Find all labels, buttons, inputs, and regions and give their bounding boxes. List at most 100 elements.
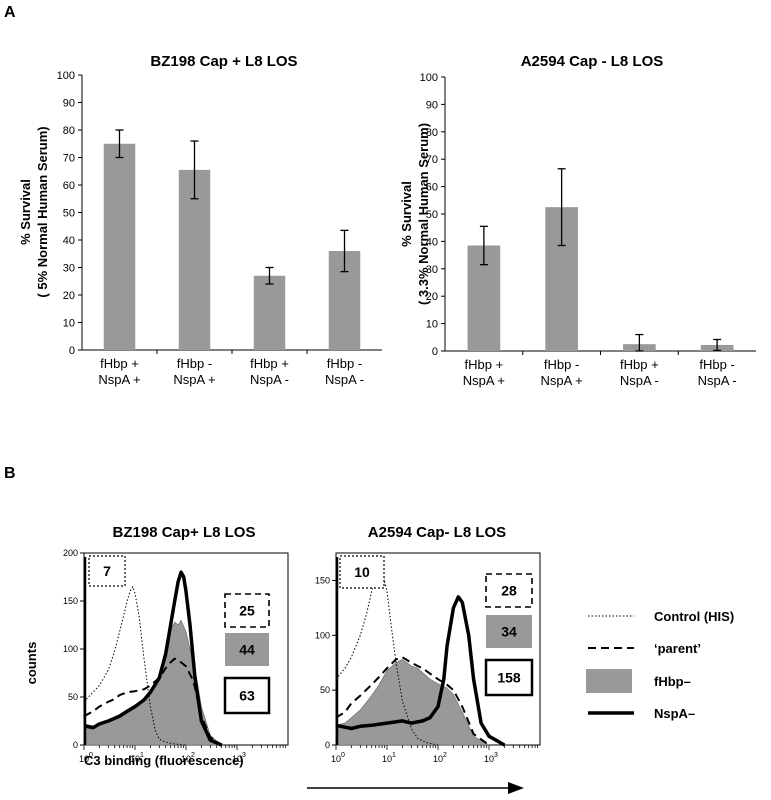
x-tick-label: 10 — [79, 754, 89, 764]
x-axis-label: C3 binding (fluorescence) — [84, 753, 244, 768]
x-tick-exponent: 2 — [191, 752, 195, 759]
bar-chart-a2594: A2594 Cap - L8 LOS % Survival ( 3.3% Nor… — [399, 53, 756, 388]
x-tick-exponent: 3 — [494, 752, 498, 759]
value-box-label: 158 — [497, 670, 521, 686]
y-tick-label: 50 — [426, 209, 438, 221]
x-tick-exponent: 1 — [392, 752, 396, 759]
value-box — [88, 555, 126, 587]
y-tick-label: 40 — [63, 235, 75, 247]
y-tick-label: 0 — [325, 740, 330, 750]
y-tick-label: 90 — [426, 99, 438, 111]
y-tick-label: 100 — [63, 644, 78, 654]
chart-title: BZ198 Cap + L8 LOS — [150, 53, 297, 70]
legend-label-control: Control (HIS) — [654, 609, 734, 624]
legend-swatch-fhbp — [586, 669, 632, 693]
y-tick-label: 80 — [426, 127, 438, 139]
y-axis-label: % Survival — [18, 179, 33, 245]
x-tick-label: 10 — [232, 754, 242, 764]
value-box — [485, 573, 533, 608]
y-tick-label: 50 — [63, 208, 75, 220]
x-tick-exponent: 0 — [89, 752, 93, 759]
y-tick-label: 200 — [63, 548, 78, 558]
y-axis-label-line2: ( 5% Normal Human Serum) — [35, 126, 50, 297]
value-box — [484, 658, 534, 697]
y-tick-label: 150 — [63, 596, 78, 606]
x-tick-exponent: 1 — [140, 752, 144, 759]
x-tick-label: 10 — [433, 754, 443, 764]
category-label: NspA - — [620, 373, 659, 388]
x-tick-exponent: 2 — [443, 752, 447, 759]
category-label: fHbp - — [699, 357, 734, 372]
y-tick-label: 70 — [63, 153, 75, 165]
x-tick-exponent: 0 — [341, 752, 345, 759]
category-label: NspA + — [98, 372, 140, 387]
y-tick-label: 100 — [315, 630, 330, 640]
y-tick-label: 50 — [68, 692, 78, 702]
category-label: NspA + — [463, 373, 505, 388]
y-axis-label: % Survival — [399, 181, 414, 247]
panel-label-b: B — [4, 465, 16, 482]
histogram-bz198: BZ198 Cap+ L8 LOS counts C3 binding (flu… — [24, 524, 524, 794]
y-tick-label: 10 — [63, 318, 75, 330]
value-box-label: 34 — [501, 624, 517, 640]
series-nspa — [335, 595, 506, 747]
category-label: fHbp + — [100, 356, 139, 371]
y-tick-label: 10 — [426, 319, 438, 331]
category-label: fHbp + — [250, 356, 289, 371]
bar — [103, 143, 136, 350]
x-tick-label: 10 — [331, 754, 341, 764]
legend-label-fhbp: fHbp– — [654, 674, 691, 689]
category-label: fHbp + — [465, 357, 504, 372]
legend-label-nspa: NspA– — [654, 706, 695, 721]
category-label: NspA + — [540, 373, 582, 388]
x-tick-exponent: 3 — [242, 752, 246, 759]
value-box-label: 44 — [239, 642, 255, 658]
y-axis-label-line2: ( 3.3% Normal Human Serum) — [416, 123, 431, 305]
value-box-label: 25 — [239, 603, 255, 619]
value-box — [486, 615, 532, 648]
y-tick-label: 150 — [315, 575, 330, 585]
category-label: fHbp - — [544, 357, 579, 372]
y-tick-label: 100 — [420, 72, 438, 84]
y-tick-label: 30 — [426, 264, 438, 276]
category-label: NspA - — [698, 373, 737, 388]
category-label: fHbp - — [327, 356, 362, 371]
value-box — [223, 676, 271, 715]
y-tick-label: 60 — [426, 182, 438, 194]
chart-title: A2594 Cap- L8 LOS — [368, 524, 506, 541]
category-label: NspA - — [325, 372, 364, 387]
x-tick-label: 10 — [181, 754, 191, 764]
value-box-label: 7 — [103, 563, 111, 579]
category-label: fHbp + — [620, 357, 659, 372]
y-tick-label: 50 — [320, 685, 330, 695]
y-tick-label: 0 — [73, 740, 78, 750]
y-tick-label: 0 — [69, 345, 75, 357]
series-control — [83, 586, 187, 746]
bar — [178, 169, 211, 350]
category-label: fHbp - — [177, 356, 212, 371]
category-label: NspA + — [173, 372, 215, 387]
legend-label-parent: ‘parent’ — [654, 641, 701, 656]
y-tick-label: 90 — [63, 98, 75, 110]
series-nspa — [83, 570, 223, 747]
x-axis-arrow — [307, 782, 524, 794]
chart-title: A2594 Cap - L8 LOS — [521, 53, 664, 70]
y-axis-label: counts — [24, 642, 39, 685]
value-box — [224, 593, 270, 628]
y-tick-label: 30 — [63, 263, 75, 275]
bar — [253, 275, 286, 350]
x-tick-label: 10 — [382, 754, 392, 764]
y-tick-label: 20 — [63, 290, 75, 302]
series-fhbp — [83, 619, 222, 746]
bar-chart-bz198: BZ198 Cap + L8 LOS % Survival ( 5% Norma… — [18, 53, 382, 387]
y-tick-label: 100 — [57, 70, 75, 82]
panel-label-a: A — [4, 4, 16, 21]
value-box — [225, 633, 269, 666]
x-tick-label: 10 — [130, 754, 140, 764]
value-box-label: 63 — [239, 688, 255, 704]
y-tick-label: 20 — [426, 291, 438, 303]
x-tick-label: 10 — [484, 754, 494, 764]
value-box-label: 28 — [501, 583, 517, 599]
